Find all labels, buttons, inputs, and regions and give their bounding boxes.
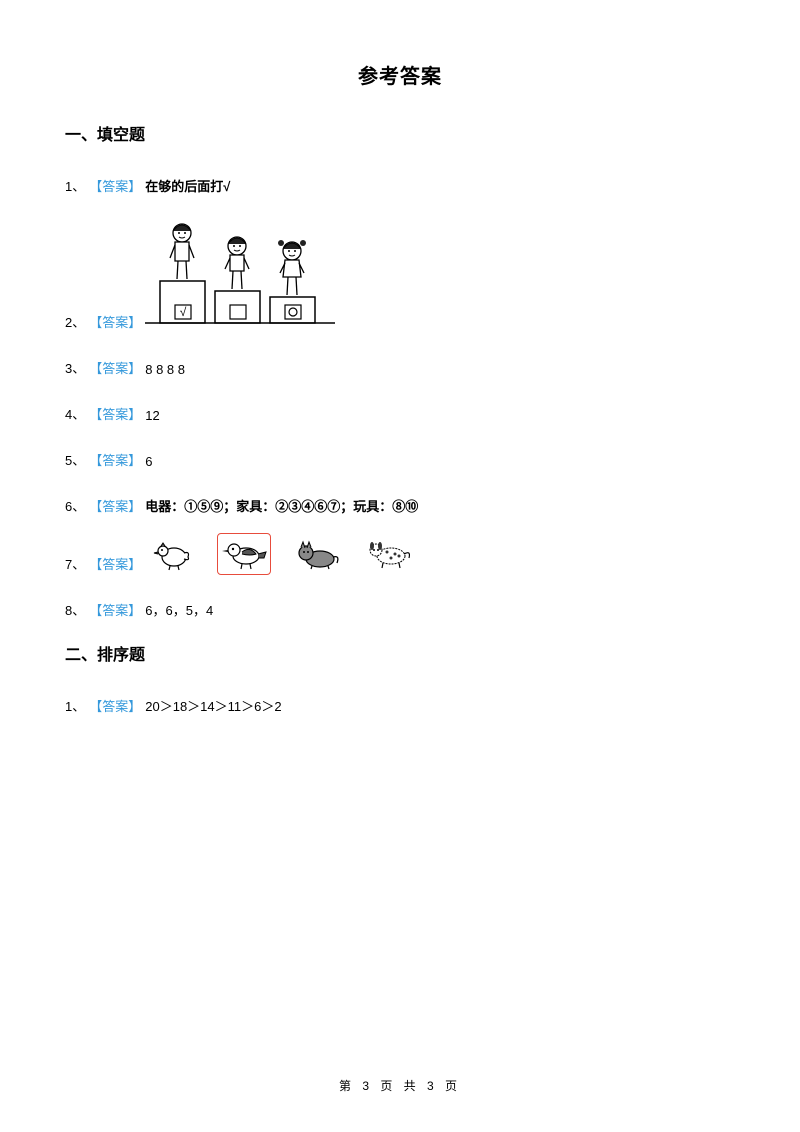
answer-item-6: 6、 【答案】 电器：①⑤⑨；家具：②③④⑥⑦；玩具：⑧⑩ [65,487,735,515]
answer-text: 在够的后面打√ [145,176,230,195]
answer-label: 【答案】 [89,554,141,575]
podium-illustration: √ [145,213,335,333]
answer-label: 【答案】 [89,600,141,619]
svg-text:√: √ [180,305,187,319]
answer-label: 【答案】 [89,696,141,715]
item-number: 6、 [65,496,85,515]
child-icon [278,240,306,295]
answer-item-s2-1: 1、 【答案】 20＞18＞14＞11＞6＞2 [65,687,735,715]
answer-label: 【答案】 [89,312,141,333]
answer-item-8: 8、 【答案】 6，6，5，4 [65,591,735,619]
section1-heading: 一、填空题 [65,121,735,145]
answer-text: 12 [145,408,159,423]
item-number: 3、 [65,358,85,377]
cat-icon [289,533,343,575]
answer-label: 【答案】 [89,450,141,469]
answer-item-4: 4、 【答案】 12 [65,395,735,423]
item-number: 4、 [65,404,85,423]
item-number: 8、 [65,600,85,619]
animals-row [145,533,415,575]
answer-item-5: 5、 【答案】 6 [65,441,735,469]
answer-text: 电器：①⑤⑨；家具：②③④⑥⑦；玩具：⑧⑩ [145,496,418,515]
child-icon [225,237,249,289]
answer-item-7: 7、 【答案】 [65,533,735,575]
answer-text: 6 [145,454,152,469]
answer-item-2: 2、 【答案】 √ [65,213,735,333]
answer-text: 8 8 8 8 [145,362,185,377]
answer-item-1: 1、 【答案】 在够的后面打√ [65,167,735,195]
dog-icon [361,533,415,575]
answer-label: 【答案】 [89,404,141,423]
answer-text: 6，6，5，4 [145,600,213,619]
item-number: 1、 [65,696,85,715]
section2-heading: 二、排序题 [65,641,735,665]
chicken-icon [145,533,199,575]
item-number: 5、 [65,450,85,469]
item-number: 1、 [65,176,85,195]
answer-item-3: 3、 【答案】 8 8 8 8 [65,349,735,377]
answer-label: 【答案】 [89,176,141,195]
bird-icon-selected [217,533,271,575]
answer-text: 20＞18＞14＞11＞6＞2 [145,696,281,715]
page-title: 参考答案 [65,60,735,89]
page-footer: 第 3 页 共 3 页 [0,1077,800,1094]
item-number: 2、 [65,312,85,333]
child-icon [170,224,194,279]
item-number: 7、 [65,554,85,575]
answer-label: 【答案】 [89,358,141,377]
answer-label: 【答案】 [89,496,141,515]
